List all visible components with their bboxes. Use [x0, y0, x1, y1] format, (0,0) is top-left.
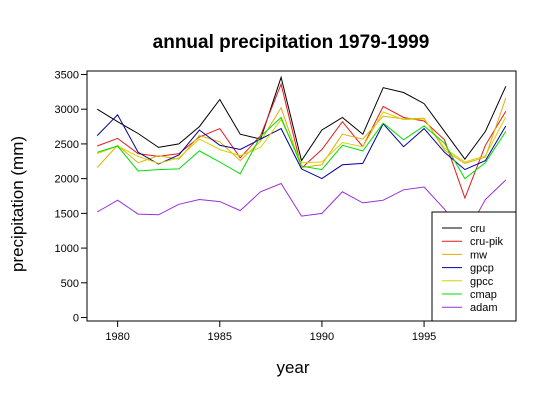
y-tick-label: 2000 — [55, 174, 79, 186]
legend-label-gpcp: gpcp — [470, 263, 494, 275]
legend-label-cmap: cmap — [470, 289, 497, 301]
series-line-cmap — [97, 116, 507, 180]
series-line-adam — [96, 179, 507, 238]
y-tick-label: 1500 — [55, 208, 79, 220]
series-layer — [96, 75, 507, 238]
y-axis-label: precipitation (mm) — [8, 136, 27, 272]
y-tick-label: 2500 — [55, 139, 79, 151]
chart-title: annual precipitation 1979-1999 — [153, 32, 430, 53]
legend-label-mw: mw — [470, 249, 487, 261]
x-tick-label: 1980 — [105, 331, 129, 343]
plot-frame — [86, 70, 517, 322]
legend-label-cru: cru — [470, 223, 485, 235]
series-line-cru-pik — [97, 82, 507, 200]
x-tick-label: 1985 — [208, 331, 232, 343]
y-tick-label: 3000 — [55, 104, 79, 116]
x-tick-label: 1990 — [310, 331, 334, 343]
x-axis: 1980 1985 1990 1995 — [105, 321, 436, 343]
legend-label-gpcc: gpcc — [470, 276, 494, 288]
series-line-gpcc — [97, 111, 507, 164]
x-axis-label: year — [276, 358, 309, 377]
series-line-cru — [96, 75, 507, 162]
y-tick-label: 1000 — [55, 243, 79, 255]
series-line-gpcp — [96, 113, 507, 180]
y-axis: 0 500 1000 1500 2000 2500 3000 3500 — [55, 69, 87, 325]
legend-box — [431, 211, 517, 322]
x-tick-label: 1995 — [412, 331, 436, 343]
legend-label-adam: adam — [470, 302, 498, 314]
series-line-mw — [96, 97, 507, 169]
legend-label-cru-pik: cru-pik — [470, 236, 504, 248]
y-tick-label: 3500 — [55, 69, 79, 81]
y-tick-label: 0 — [73, 313, 79, 325]
y-tick-label: 500 — [61, 278, 79, 290]
